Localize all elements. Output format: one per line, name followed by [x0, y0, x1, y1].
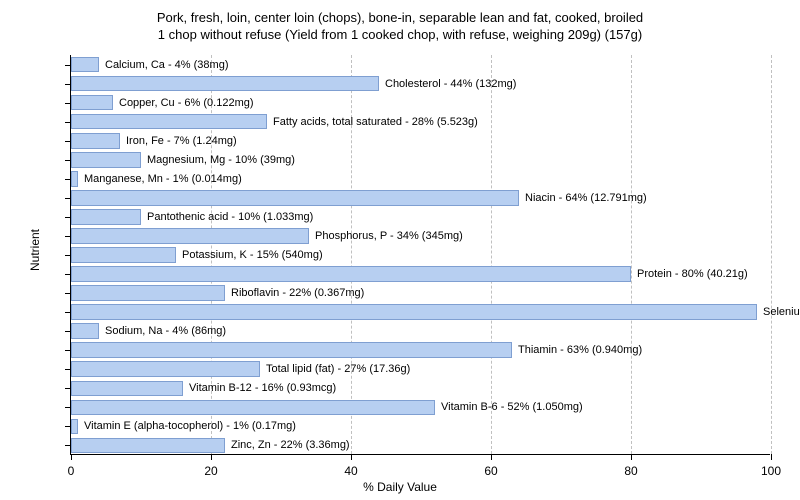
chart-title-line1: Pork, fresh, loin, center loin (chops), …: [0, 10, 800, 27]
x-tick-label: 40: [344, 464, 357, 478]
bar-row: Potassium, K - 15% (540mg): [71, 247, 771, 263]
plot-area: 020406080100Calcium, Ca - 4% (38mg)Chole…: [70, 55, 770, 455]
bar-row: Total lipid (fat) - 27% (17.36g): [71, 361, 771, 377]
nutrient-bar-label: Vitamin B-6 - 52% (1.050mg): [435, 400, 583, 416]
bar-row: Sodium, Na - 4% (86mg): [71, 323, 771, 339]
bar-row: Manganese, Mn - 1% (0.014mg): [71, 171, 771, 187]
nutrient-bar-label: Calcium, Ca - 4% (38mg): [99, 57, 228, 73]
x-axis-label: % Daily Value: [0, 480, 800, 494]
nutrient-bar: [71, 190, 519, 206]
nutrient-bar: [71, 285, 225, 301]
nutrient-bar-label: Manganese, Mn - 1% (0.014mg): [78, 171, 242, 187]
nutrient-bar-label: Magnesium, Mg - 10% (39mg): [141, 152, 295, 168]
bar-row: Calcium, Ca - 4% (38mg): [71, 57, 771, 73]
bar-row: Iron, Fe - 7% (1.24mg): [71, 133, 771, 149]
nutrient-bar-label: Copper, Cu - 6% (0.122mg): [113, 95, 254, 111]
bar-row: Vitamin E (alpha-tocopherol) - 1% (0.17m…: [71, 419, 771, 435]
y-axis-label: Nutrient: [28, 229, 42, 271]
nutrient-bar: [71, 323, 99, 339]
nutrient-bar: [71, 57, 99, 73]
x-tick-label: 20: [204, 464, 217, 478]
gridline: [771, 55, 772, 454]
nutrient-bar: [71, 304, 757, 320]
chart-title: Pork, fresh, loin, center loin (chops), …: [0, 10, 800, 44]
nutrient-bar-label: Iron, Fe - 7% (1.24mg): [120, 133, 237, 149]
nutrient-bar-label: Vitamin B-12 - 16% (0.93mcg): [183, 381, 336, 397]
bar-row: Protein - 80% (40.21g): [71, 266, 771, 282]
nutrient-bar: [71, 76, 379, 92]
bar-row: Copper, Cu - 6% (0.122mg): [71, 95, 771, 111]
nutrient-bar: [71, 342, 512, 358]
nutrient-bar-label: Potassium, K - 15% (540mg): [176, 247, 323, 263]
x-tick: [211, 454, 212, 460]
bar-row: Phosphorus, P - 34% (345mg): [71, 228, 771, 244]
bar-row: Fatty acids, total saturated - 28% (5.52…: [71, 114, 771, 130]
nutrient-bar: [71, 419, 78, 435]
x-tick-label: 100: [761, 464, 781, 478]
bar-row: Pantothenic acid - 10% (1.033mg): [71, 209, 771, 225]
nutrient-bar-label: Riboflavin - 22% (0.367mg): [225, 285, 364, 301]
nutrient-bar: [71, 266, 631, 282]
nutrient-bar-label: Sodium, Na - 4% (86mg): [99, 323, 226, 339]
bar-row: Zinc, Zn - 22% (3.36mg): [71, 438, 771, 454]
nutrient-bar-label: Protein - 80% (40.21g): [631, 266, 748, 282]
nutrient-bar-label: Total lipid (fat) - 27% (17.36g): [260, 361, 410, 377]
bar-row: Magnesium, Mg - 10% (39mg): [71, 152, 771, 168]
bar-row: Selenium, Se - 98% (68.5mcg): [71, 304, 771, 320]
nutrient-bar: [71, 400, 435, 416]
x-tick: [351, 454, 352, 460]
nutrient-bar-label: Selenium, Se - 98% (68.5mcg): [757, 304, 800, 320]
nutrient-bar-label: Vitamin E (alpha-tocopherol) - 1% (0.17m…: [78, 419, 296, 435]
x-tick: [771, 454, 772, 460]
nutrient-chart: Pork, fresh, loin, center loin (chops), …: [0, 0, 800, 500]
nutrient-bar-label: Zinc, Zn - 22% (3.36mg): [225, 438, 350, 454]
x-tick: [631, 454, 632, 460]
bar-row: Cholesterol - 44% (132mg): [71, 76, 771, 92]
nutrient-bar: [71, 171, 78, 187]
x-tick-label: 80: [624, 464, 637, 478]
nutrient-bar-label: Niacin - 64% (12.791mg): [519, 190, 647, 206]
nutrient-bar: [71, 209, 141, 225]
x-tick-label: 0: [68, 464, 75, 478]
nutrient-bar-label: Phosphorus, P - 34% (345mg): [309, 228, 463, 244]
bar-row: Riboflavin - 22% (0.367mg): [71, 285, 771, 301]
nutrient-bar: [71, 152, 141, 168]
bar-row: Vitamin B-12 - 16% (0.93mcg): [71, 381, 771, 397]
bar-row: Vitamin B-6 - 52% (1.050mg): [71, 400, 771, 416]
nutrient-bar-label: Cholesterol - 44% (132mg): [379, 76, 516, 92]
x-tick: [491, 454, 492, 460]
bar-row: Thiamin - 63% (0.940mg): [71, 342, 771, 358]
x-tick-label: 60: [484, 464, 497, 478]
nutrient-bar: [71, 361, 260, 377]
nutrient-bar: [71, 95, 113, 111]
x-tick: [71, 454, 72, 460]
nutrient-bar-label: Pantothenic acid - 10% (1.033mg): [141, 209, 313, 225]
nutrient-bar: [71, 133, 120, 149]
nutrient-bar-label: Thiamin - 63% (0.940mg): [512, 342, 642, 358]
nutrient-bar: [71, 228, 309, 244]
chart-title-line2: 1 chop without refuse (Yield from 1 cook…: [0, 27, 800, 44]
bar-row: Niacin - 64% (12.791mg): [71, 190, 771, 206]
nutrient-bar: [71, 438, 225, 454]
nutrient-bar: [71, 247, 176, 263]
nutrient-bar-label: Fatty acids, total saturated - 28% (5.52…: [267, 114, 478, 130]
nutrient-bar: [71, 114, 267, 130]
nutrient-bar: [71, 381, 183, 397]
